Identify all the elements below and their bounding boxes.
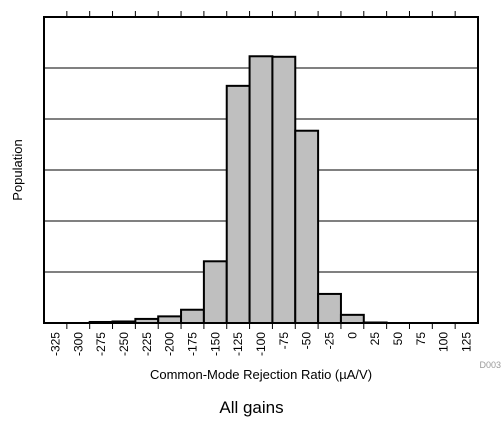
x-tick-label: 75 (414, 332, 428, 346)
x-tick-label: -325 (48, 332, 62, 356)
x-tick-label: -25 (323, 332, 337, 350)
plot-frame (43, 16, 479, 324)
figure-caption: All gains (219, 398, 284, 417)
x-tick-label: -125 (231, 332, 245, 356)
histogram-bar (180, 308, 205, 324)
x-tick-label: 100 (437, 332, 451, 352)
x-tick-label: 0 (345, 332, 359, 339)
histogram-bar (271, 55, 297, 324)
figure-code: D003 (479, 360, 501, 370)
x-tick-label: -75 (277, 332, 291, 350)
histogram-bar (294, 129, 320, 324)
x-tick-label: -300 (71, 332, 85, 356)
x-tick-label: -250 (117, 332, 131, 356)
x-tick-label: -175 (185, 332, 199, 356)
histogram-bar (248, 55, 274, 325)
x-tick-label: -275 (94, 332, 108, 356)
histogram-bar (339, 313, 365, 324)
x-tick-label: 50 (391, 332, 405, 346)
x-tick-label: -50 (300, 332, 314, 350)
histogram-bars (88, 55, 388, 325)
x-tick-label: -100 (254, 332, 268, 356)
y-axis-label: Population (10, 139, 25, 200)
histogram-bar (225, 84, 251, 324)
x-tick-label: 125 (460, 332, 474, 352)
x-tick-labels: -325 -300 -275 -250 -225 -200 -175 -150 -125 -100… (48, 332, 473, 356)
x-tick-label: -150 (208, 332, 222, 356)
histogram-bar (317, 292, 342, 324)
histogram-bar (202, 260, 228, 325)
x-tick-label: 25 (368, 332, 382, 346)
x-tick-label: -225 (140, 332, 154, 356)
x-tick-label: -200 (163, 332, 177, 356)
x-axis-label: Common-Mode Rejection Ratio (µA/V) (150, 367, 372, 382)
